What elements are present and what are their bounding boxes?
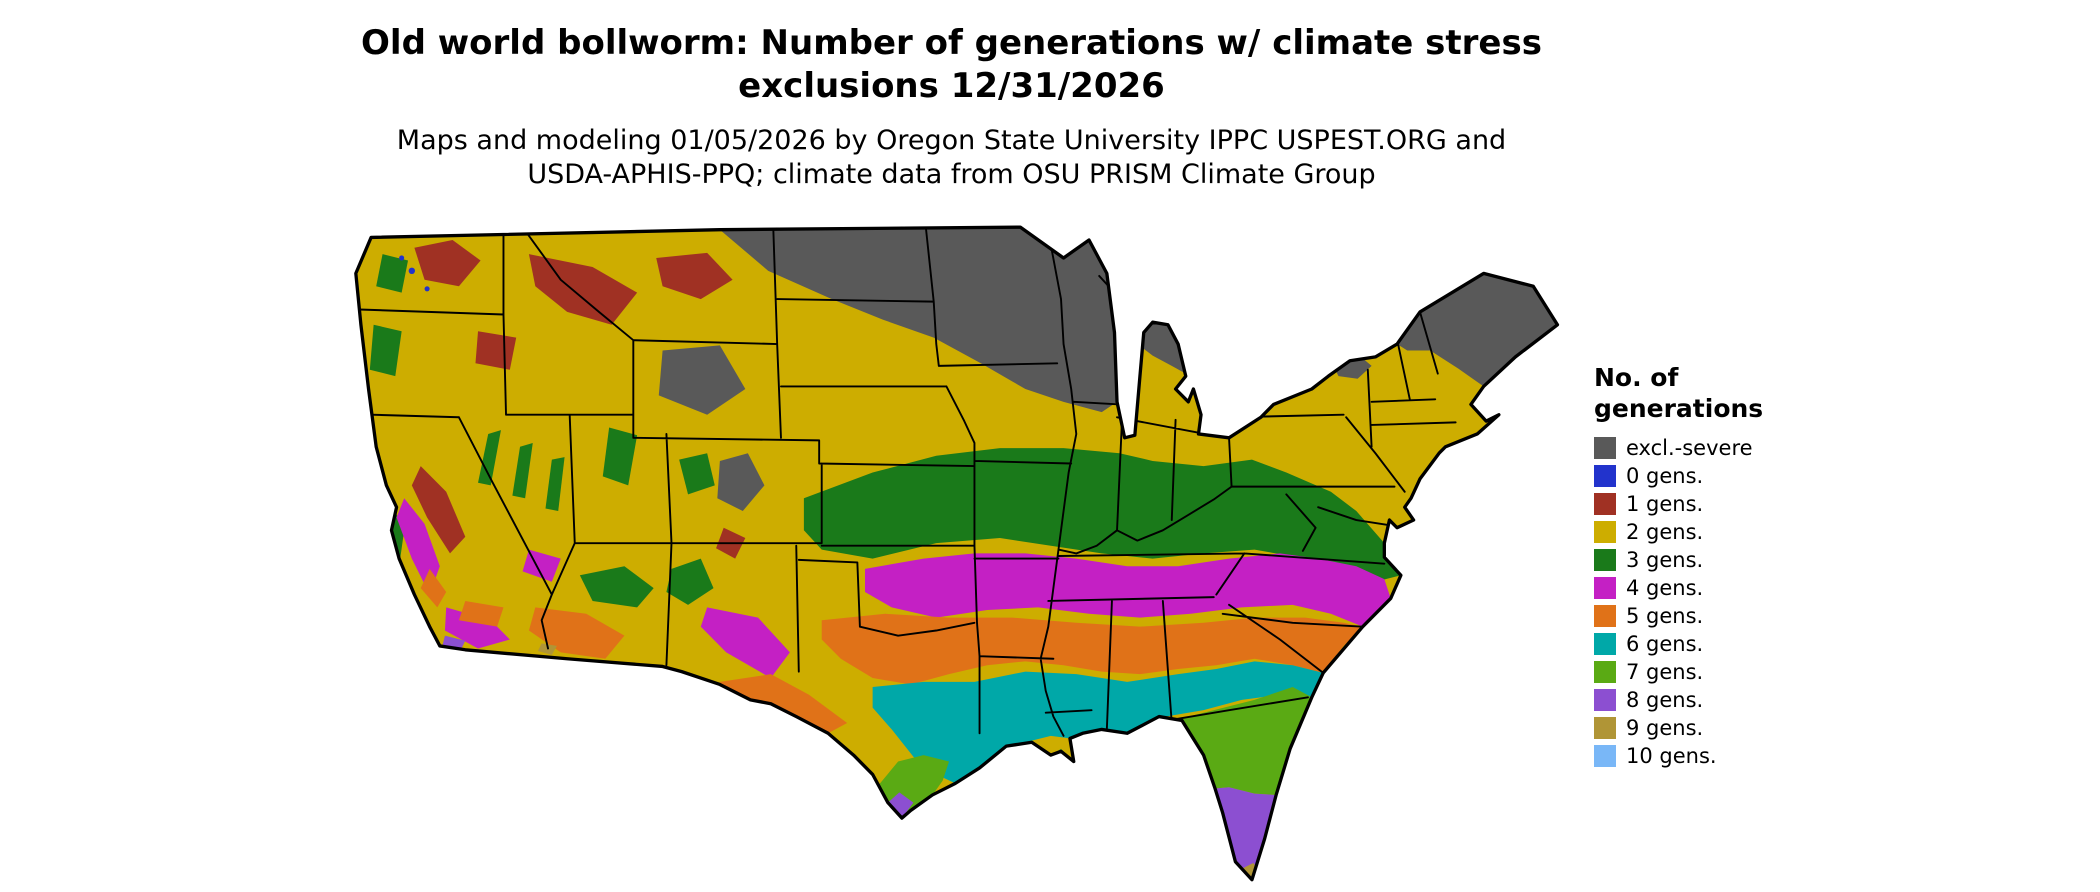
map-region: [656, 252, 733, 300]
map-region: [719, 674, 848, 734]
us-generations-map: [338, 222, 1560, 890]
map-region: [821, 613, 1363, 685]
map-region: [887, 792, 914, 819]
legend-swatch: [1594, 577, 1616, 599]
map-region: [658, 345, 746, 415]
page-title-line-1: Old world bollworm: Number of generation…: [361, 23, 1542, 63]
legend-item: 9 gens.: [1594, 714, 1854, 742]
map-region: [700, 607, 790, 679]
map-region: [679, 453, 715, 495]
legend-item: 8 gens.: [1594, 686, 1854, 714]
map-region: [458, 600, 504, 627]
map-region: [1139, 322, 1186, 374]
map-region: [719, 227, 1118, 413]
legend-label: 6 gens.: [1626, 632, 1704, 656]
legend-swatch: [1594, 689, 1616, 711]
map-region: [1127, 687, 1312, 795]
map-region: [872, 661, 1324, 784]
map-region: [424, 286, 430, 292]
map-region: [579, 566, 654, 608]
subtitle: Maps and modeling 01/05/2026 by Oregon S…: [0, 124, 1903, 192]
map-region: [478, 430, 501, 486]
legend-item: 0 gens.: [1594, 462, 1854, 490]
map-region: [666, 558, 714, 605]
map-region: [545, 457, 565, 512]
legend-title-line-1: No. of: [1594, 363, 1679, 392]
map-region: [803, 448, 1401, 582]
map-region: [376, 254, 409, 293]
legend-swatch: [1594, 717, 1616, 739]
map-region: [420, 568, 447, 608]
legend-swatch: [1594, 661, 1616, 683]
us-map-svg: [354, 225, 1560, 882]
map-region: [414, 239, 481, 287]
legend-item: 2 gens.: [1594, 518, 1854, 546]
legend-swatch: [1594, 633, 1616, 655]
legend: No. of generations excl.-severe 0 gens. 1 …: [1594, 362, 1854, 770]
legend-swatch: [1594, 605, 1616, 627]
legend-title-line-2: generations: [1594, 394, 1764, 423]
legend-label: 10 gens.: [1626, 744, 1717, 768]
legend-item: excl.-severe: [1594, 434, 1854, 462]
legend-label: 5 gens.: [1626, 604, 1704, 628]
legend-item: 6 gens.: [1594, 630, 1854, 658]
subtitle-line-1: Maps and modeling 01/05/2026 by Oregon S…: [396, 125, 1507, 156]
map-regions: [355, 227, 1558, 880]
map-region: [475, 331, 517, 370]
legend-label: 7 gens.: [1626, 660, 1704, 684]
us-outline: [354, 225, 1560, 882]
legend-item: 7 gens.: [1594, 658, 1854, 686]
legend-list: excl.-severe 0 gens. 1 gens. 2 gens. 3 gens.…: [1594, 434, 1854, 770]
legend-label: 4 gens.: [1626, 576, 1704, 600]
legend-item: 3 gens.: [1594, 546, 1854, 574]
legend-item: 4 gens.: [1594, 574, 1854, 602]
legend-label: 1 gens.: [1626, 492, 1704, 516]
map-region: [411, 466, 466, 554]
map-region: [369, 324, 402, 377]
map-region: [602, 427, 638, 486]
legend-swatch: [1594, 549, 1616, 571]
map-region: [717, 453, 765, 512]
legend-item: 5 gens.: [1594, 602, 1854, 630]
legend-swatch: [1594, 437, 1616, 459]
legend-item: 10 gens.: [1594, 742, 1854, 770]
legend-label: 9 gens.: [1626, 716, 1704, 740]
map-region: [512, 442, 533, 499]
legend-swatch: [1594, 465, 1616, 487]
legend-swatch: [1594, 493, 1616, 515]
legend-label: excl.-severe: [1626, 436, 1753, 460]
legend-label: 3 gens.: [1626, 548, 1704, 572]
map-header: Old world bollworm: Number of generation…: [0, 22, 1903, 192]
legend-label: 8 gens.: [1626, 688, 1704, 712]
state-borders: [355, 228, 1457, 737]
map-region: [864, 553, 1391, 627]
page-title-line-2: exclusions 12/31/2026: [738, 66, 1165, 106]
legend-label: 0 gens.: [1626, 464, 1704, 488]
map-region: [408, 267, 416, 275]
legend-swatch: [1594, 745, 1616, 767]
subtitle-line-2: USDA-APHIS-PPQ; climate data from OSU PR…: [527, 159, 1376, 190]
legend-swatch: [1594, 521, 1616, 543]
legend-item: 1 gens.: [1594, 490, 1854, 518]
map-region: [399, 255, 405, 261]
legend-label: 2 gens.: [1626, 520, 1704, 544]
map-region: [1215, 787, 1277, 880]
